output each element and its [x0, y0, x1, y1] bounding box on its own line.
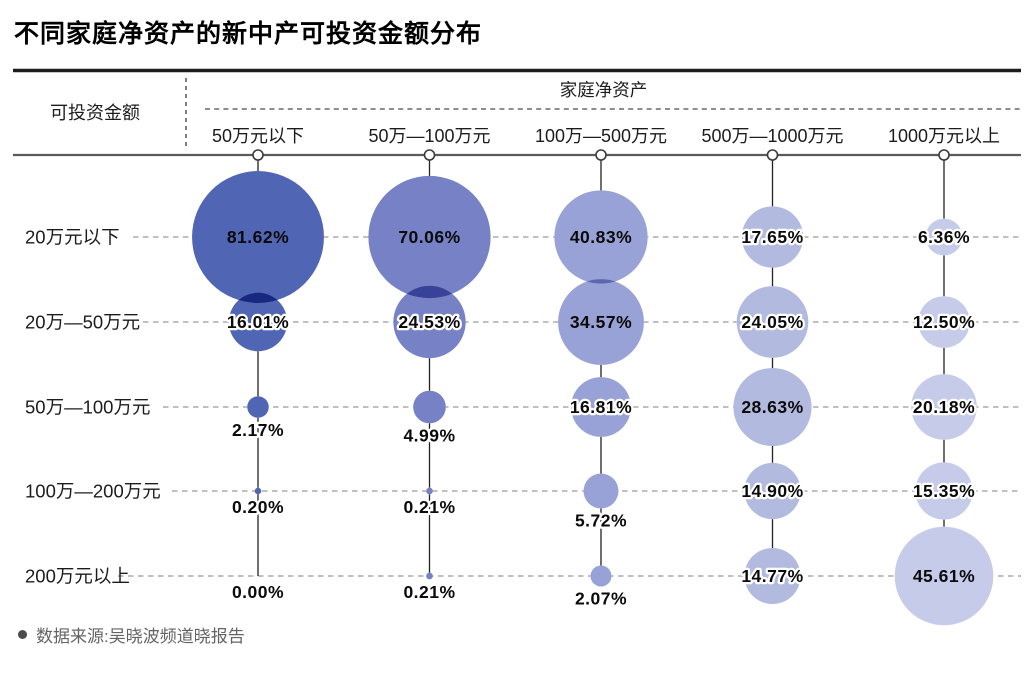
column-label: 50万—100万元 — [368, 126, 490, 146]
bubble-value-label: 14.90% — [741, 481, 803, 501]
bubble-value-label: 2.17% — [232, 420, 284, 440]
bubble-r2-c3 — [558, 279, 644, 365]
bubble-value-label: 70.06% — [398, 227, 460, 247]
bubble-value-label: 12.50% — [913, 312, 975, 332]
bubble-value-label: 14.77% — [741, 566, 803, 586]
bubble-r4-c4 — [744, 462, 801, 520]
bubble-r1-c1 — [192, 171, 324, 303]
bubble-r2-c4 — [736, 286, 809, 358]
bullet-icon — [18, 630, 27, 639]
source-note-text: 数据来源:吴晓波频道晓报告 — [36, 627, 245, 646]
row-label: 20万—50万元 — [25, 312, 140, 333]
bubble-r1-c2 — [368, 175, 491, 299]
column-label: 1000万元以上 — [888, 126, 1000, 146]
bubble-r5-c2 — [426, 572, 433, 580]
column-label: 100万—500万元 — [535, 126, 667, 146]
bubble-value-label: 6.36% — [918, 227, 970, 247]
bubble-value-label: 0.20% — [232, 497, 284, 517]
bubble-value-label: 16.01% — [227, 312, 289, 332]
source-note: 数据来源:吴晓波频道晓报告 — [18, 622, 245, 647]
bubble-r4-c1 — [254, 487, 262, 495]
bubble-value-label: 24.05% — [741, 312, 803, 332]
bubble-r3-c2 — [413, 390, 446, 424]
bubble-r3-c1 — [247, 396, 269, 418]
bubble-value-label: 5.72% — [575, 510, 627, 530]
bubble-r1-c5 — [925, 218, 963, 256]
row-label: 20万元以下 — [25, 227, 120, 248]
bubble-r2-c1 — [228, 292, 288, 352]
bubble-r3-c3 — [571, 377, 631, 437]
axis-node-icon — [766, 149, 779, 161]
bubble-value-label: 34.57% — [570, 312, 632, 332]
page-title: 不同家庭净资产的新中产可投资金额分布 — [14, 20, 483, 48]
axis-node-icon — [423, 149, 436, 161]
bubble-r5-c5 — [894, 526, 994, 626]
axis-node-icon — [938, 149, 950, 161]
bubble-value-label: 2.07% — [575, 589, 627, 609]
bubble-value-label: 28.63% — [741, 397, 803, 417]
bubble-value-label: 20.18% — [913, 397, 975, 417]
bubble-value-label: 45.61% — [913, 566, 975, 586]
bubble-value-label: 15.35% — [913, 481, 975, 501]
axis-node-icon — [252, 149, 264, 161]
bubble-value-label: 40.83% — [570, 227, 632, 247]
bubble-r4-c3 — [583, 473, 619, 509]
bubble-r2-c5 — [918, 296, 970, 348]
bubble-value-label: 0.21% — [403, 497, 455, 517]
axis-node-icon — [595, 149, 607, 161]
bubble-value-label: 24.53% — [398, 312, 460, 332]
bubble-r5-c3 — [590, 565, 612, 587]
bubble-r3-c4 — [733, 367, 812, 447]
bubble-value-label: 4.99% — [403, 425, 455, 445]
row-label: 100万—200万元 — [25, 481, 161, 502]
bubble-value-label: 17.65% — [741, 227, 803, 247]
bubble-r4-c2 — [426, 487, 433, 495]
bubble-value-label: 0.21% — [403, 582, 455, 602]
row-group-label: 可投资金额 — [50, 103, 140, 123]
column-group-label: 家庭净资产 — [560, 80, 648, 100]
column-label: 50万元以下 — [212, 126, 304, 146]
bubble-value-label: 81.62% — [227, 227, 289, 247]
bubble-value-label: 16.81% — [570, 397, 632, 417]
row-label: 200万元以上 — [25, 566, 130, 587]
bubble-value-label: 0.00% — [232, 582, 284, 602]
bubble-r1-c3 — [554, 190, 648, 284]
row-label: 50万—100万元 — [25, 397, 150, 418]
column-label: 500万—1000万元 — [701, 126, 843, 146]
bubble-r3-c5 — [911, 374, 977, 440]
bubble-r2-c2 — [393, 285, 466, 359]
bubble-r4-c5 — [915, 462, 973, 520]
bubble-r1-c4 — [741, 206, 804, 268]
bubble-r5-c4 — [744, 547, 801, 605]
